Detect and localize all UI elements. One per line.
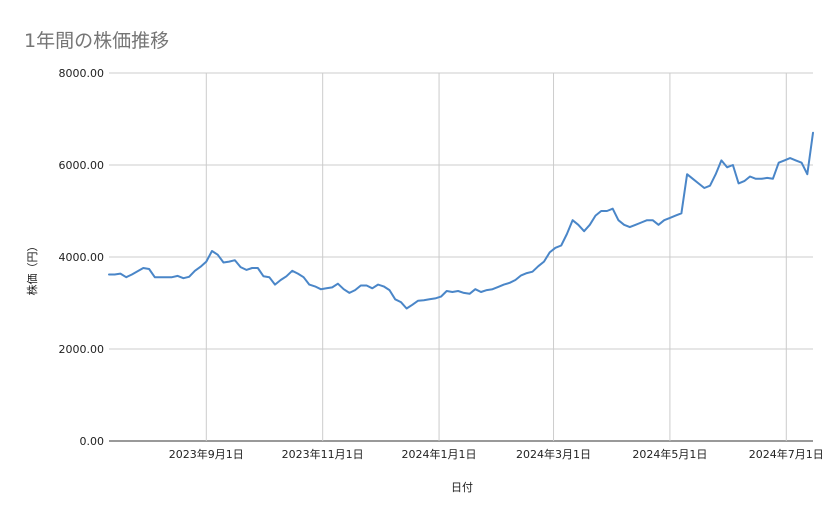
series-layer (108, 131, 814, 310)
y-axis-title: 株価（円） (25, 241, 39, 296)
x-tick-label: 2024年7月1日 (749, 447, 824, 461)
y-tick-label: 8000.00 (59, 67, 105, 80)
x-tick-label: 2024年1月1日 (402, 447, 477, 461)
axis-layer: 8000.00 6000.00 4000.00 2000.00 0.00 2023年9月1… (59, 67, 824, 461)
x-tick-label: 2023年9月1日 (169, 447, 244, 461)
y-tick-label: 0.00 (80, 435, 105, 448)
y-tick-label: 4000.00 (59, 251, 105, 264)
y-tick-label: 2000.00 (59, 343, 105, 356)
y-tick-label: 6000.00 (59, 159, 105, 172)
x-tick-label: 2023年11月1日 (282, 447, 364, 461)
x-axis-title: 日付 (451, 481, 473, 494)
x-tick-label: 2024年5月1日 (632, 447, 707, 461)
chart-title: 1年間の株価推移 (24, 30, 170, 52)
grid-layer (109, 72, 813, 442)
x-tick-label: 2024年3月1日 (516, 447, 591, 461)
series-line-0 (108, 131, 814, 310)
